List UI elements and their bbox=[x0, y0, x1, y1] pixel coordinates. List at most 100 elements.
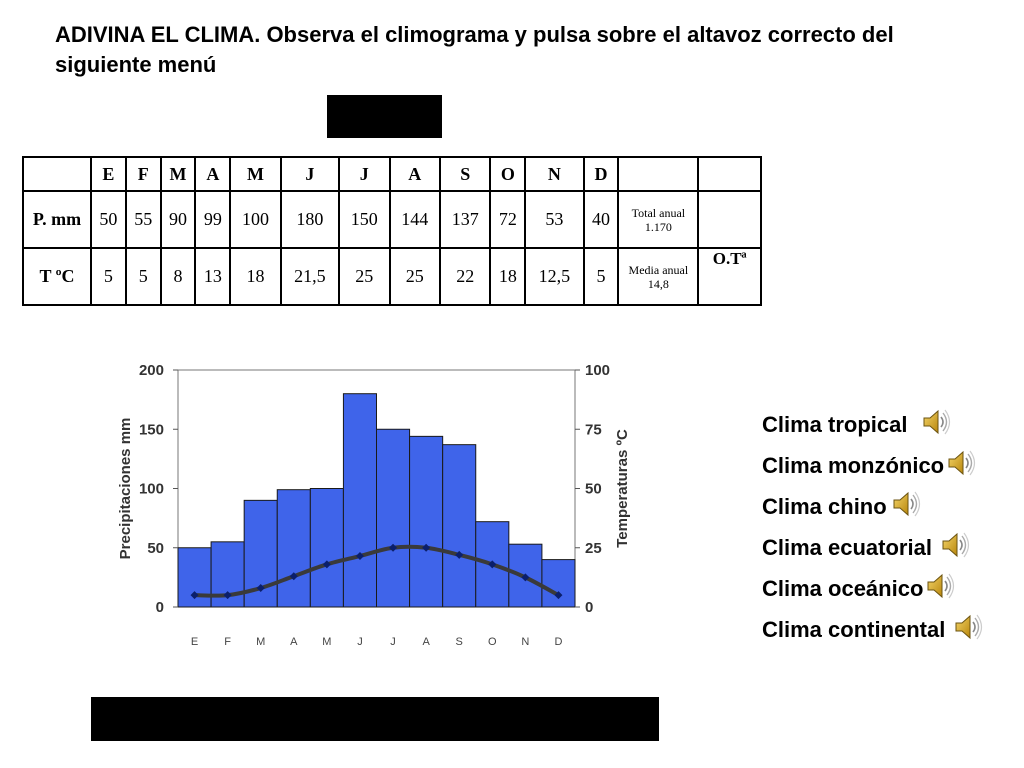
y2-axis-title: Temperaturas ºC bbox=[614, 429, 631, 548]
table-cell: 21,5 bbox=[279, 247, 341, 306]
annual-mean-label: Media anual bbox=[628, 262, 689, 277]
climate-table: E F M A M J J A S O N D P. mm 50 55 90 9… bbox=[22, 156, 762, 306]
month-header: F bbox=[124, 156, 162, 192]
temperature-point bbox=[190, 591, 199, 600]
precipitation-bar bbox=[409, 435, 444, 608]
speaker-icon[interactable] bbox=[946, 448, 976, 484]
month-header: A bbox=[388, 156, 441, 192]
annual-mean-cell: Media anual 14,8 bbox=[617, 247, 700, 306]
menu-item-label: Clima continental bbox=[762, 616, 946, 642]
table-cell: 5 bbox=[124, 247, 162, 306]
month-header: N bbox=[524, 156, 585, 192]
x-axis-tick-label: A bbox=[422, 636, 430, 648]
left-axis-tick-label: 100 bbox=[139, 481, 164, 498]
left-axis-tick-label: 200 bbox=[139, 362, 164, 379]
x-axis-tick-label: J bbox=[357, 636, 363, 648]
annual-total-value: 1.170 bbox=[644, 219, 672, 234]
table-cell: 55 bbox=[124, 190, 162, 249]
temperature-point bbox=[256, 584, 265, 593]
answer-box-bottom bbox=[91, 697, 659, 741]
table-row-precipitation: P. mm 50 55 90 99 100 180 150 144 137 72… bbox=[22, 190, 762, 249]
x-axis-tick-label: F bbox=[224, 636, 231, 648]
temperature-point bbox=[355, 552, 364, 561]
answer-box-top bbox=[327, 95, 442, 138]
x-axis-tick-label: D bbox=[554, 636, 562, 648]
annual-total-cell: Total anual 1.170 bbox=[617, 190, 700, 249]
month-header: O bbox=[489, 156, 527, 192]
annual-mean-value: 14,8 bbox=[647, 276, 669, 291]
right-axis-tick-label: 25 bbox=[585, 540, 602, 557]
menu-item-clima-chino[interactable]: Clima chino bbox=[762, 486, 983, 527]
temperature-point bbox=[422, 543, 431, 552]
x-axis-tick-label: M bbox=[322, 636, 331, 648]
month-header: J bbox=[338, 156, 391, 192]
x-axis-tick-label: M bbox=[256, 636, 265, 648]
month-header: S bbox=[438, 156, 492, 192]
menu-item-clima-oceanico[interactable]: Clima oceánico bbox=[762, 568, 983, 609]
x-axis-tick-label: N bbox=[521, 636, 529, 648]
table-cell: 40 bbox=[582, 190, 620, 249]
temperature-point bbox=[223, 591, 232, 600]
table-cell: 18 bbox=[489, 247, 527, 306]
table-corner-cell bbox=[22, 156, 92, 192]
climate-menu: Clima tropical Clima monzónico Clima chi… bbox=[762, 404, 983, 650]
table-cell: 100 bbox=[229, 190, 282, 249]
table-cell: 50 bbox=[90, 190, 127, 249]
month-header: J bbox=[279, 156, 341, 192]
table-header-row: E F M A M J J A S O N D bbox=[22, 156, 762, 192]
row-label: T ºC bbox=[22, 247, 92, 306]
table-cell: 8 bbox=[159, 247, 197, 306]
precipitation-bar bbox=[376, 428, 411, 608]
extra-cell bbox=[697, 190, 762, 249]
precipitation-bar bbox=[210, 541, 245, 608]
x-axis-tick-label: S bbox=[456, 636, 463, 648]
month-header: M bbox=[159, 156, 197, 192]
temperature-point bbox=[554, 591, 563, 600]
precipitation-bar bbox=[541, 559, 576, 608]
speaker-icon[interactable] bbox=[940, 530, 970, 566]
table-cell: 150 bbox=[338, 190, 391, 249]
table-row-temperature: T ºC 5 5 8 13 18 21,5 25 25 22 18 12,5 5… bbox=[22, 247, 762, 306]
menu-item-label: Clima chino bbox=[762, 493, 887, 519]
right-axis-tick-label: 75 bbox=[585, 421, 602, 438]
table-cell: 144 bbox=[388, 190, 441, 249]
table-cell: 18 bbox=[229, 247, 282, 306]
menu-item-clima-ecuatorial[interactable]: Clima ecuatorial bbox=[762, 527, 983, 568]
menu-item-clima-continental[interactable]: Clima continental bbox=[762, 609, 983, 650]
row-label: P. mm bbox=[22, 190, 92, 249]
temperature-point bbox=[289, 572, 298, 581]
precipitation-bar bbox=[309, 488, 344, 608]
left-axis-tick-label: 150 bbox=[139, 421, 164, 438]
month-header: E bbox=[90, 156, 127, 192]
table-cell: 53 bbox=[524, 190, 585, 249]
x-axis-tick-label: O bbox=[488, 636, 497, 648]
x-axis-tick-label: J bbox=[390, 636, 396, 648]
temperature-point bbox=[389, 543, 398, 552]
menu-item-label: Clima monzónico bbox=[762, 452, 945, 478]
climograph-chart: 0 50 100 150 200 0 25 50 75 100 E F M A M J J A S O N D Precip… bbox=[117, 362, 631, 648]
extra-header bbox=[697, 156, 762, 192]
speaker-icon[interactable] bbox=[925, 571, 955, 607]
month-header: D bbox=[582, 156, 620, 192]
right-axis-tick-label: 0 bbox=[585, 599, 593, 616]
annual-total-label: Total anual bbox=[631, 205, 686, 220]
temperature-point bbox=[488, 560, 497, 569]
menu-item-clima-tropical[interactable]: Clima tropical bbox=[762, 404, 983, 445]
table-cell: 90 bbox=[159, 190, 197, 249]
left-axis-tick-label: 50 bbox=[147, 540, 164, 557]
y-axis-title: Precipitaciones mm bbox=[117, 418, 134, 560]
precipitation-bar bbox=[442, 444, 477, 608]
left-axis-tick-label: 0 bbox=[156, 599, 164, 616]
summary-header bbox=[617, 156, 700, 192]
table-cell: 25 bbox=[338, 247, 391, 306]
month-header: A bbox=[194, 156, 232, 192]
menu-item-clima-monzonico[interactable]: Clima monzónico bbox=[762, 445, 983, 486]
speaker-icon[interactable] bbox=[921, 407, 951, 443]
table-cell: 5 bbox=[582, 247, 620, 306]
temperature-point bbox=[521, 573, 530, 582]
speaker-icon[interactable] bbox=[891, 489, 921, 525]
speaker-icon[interactable] bbox=[953, 612, 983, 648]
month-header: M bbox=[229, 156, 282, 192]
page-title: ADIVINA EL CLIMA. Observa el climograma … bbox=[55, 22, 894, 77]
table-cell: 12,5 bbox=[524, 247, 585, 306]
